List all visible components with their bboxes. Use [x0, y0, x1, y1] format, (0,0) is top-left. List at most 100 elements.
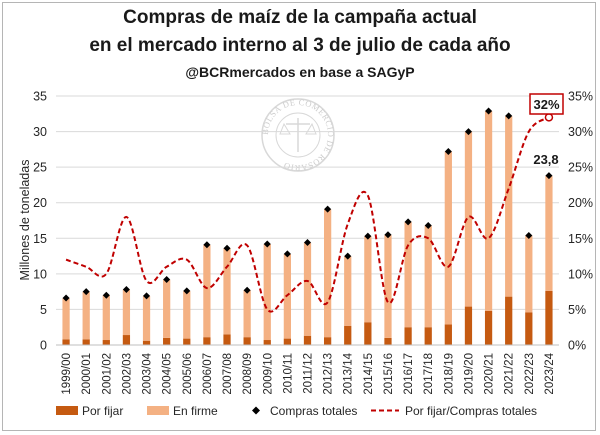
bar-por-fijar: [203, 337, 211, 345]
y-right-tick-label: 35%: [568, 90, 593, 104]
x-tick-label: 2023/24: [544, 352, 556, 394]
x-tick-label: 2018/19: [443, 353, 455, 395]
watermark-seal: BOLSA DE COMERCIO DE ROSARIO: [260, 97, 336, 173]
total-marker: [203, 241, 211, 249]
legend-label-en-firme: En firme: [173, 404, 218, 418]
x-tick-label: 2000/01: [81, 353, 93, 395]
ratio-last-point: [544, 113, 554, 122]
ratio-line: [65, 116, 550, 313]
total-marker: [82, 288, 90, 296]
bar-por-fijar: [545, 290, 553, 345]
y-left-tick-label: 25: [33, 161, 47, 175]
y-left-tick-label: 10: [33, 267, 47, 281]
total-marker: [324, 205, 332, 213]
x-tick-label: 2015/16: [383, 353, 395, 395]
bar-en-firme: [484, 110, 493, 311]
y-right-tick-label: 25%: [568, 161, 593, 175]
total-marker: [143, 292, 151, 300]
total-marker: [545, 172, 553, 180]
legend-label-compras-totales: Compras totales: [270, 404, 357, 418]
bar-en-firme: [203, 244, 211, 338]
x-tick-label: 2007/08: [222, 353, 234, 395]
x-tick-label: 2020/21: [484, 353, 496, 395]
bar-por-fijar: [283, 338, 292, 345]
bar-por-fijar: [344, 325, 352, 345]
x-tick-label: 2001/02: [101, 353, 113, 395]
total-marker: [304, 239, 311, 247]
x-tick-label: 2011/12: [303, 353, 315, 394]
bar-por-fijar: [303, 335, 312, 345]
total-marker: [364, 232, 372, 240]
x-tick-label: 2014/15: [363, 353, 375, 395]
bar-en-firme: [263, 243, 271, 341]
chart-title-line1: Compras de maíz de la campaña actual: [123, 7, 477, 28]
bar-en-firme: [122, 289, 131, 336]
bar-por-fijar: [525, 312, 533, 345]
total-marker: [404, 218, 412, 226]
x-tick-label: 2008/09: [242, 353, 254, 395]
bar-por-fijar: [243, 337, 251, 345]
chart-frame: [2, 2, 596, 431]
bar-por-fijar: [404, 327, 412, 345]
ratio-annotation: 32%: [533, 97, 559, 112]
y-right-tick-label: 30%: [568, 125, 593, 139]
total-marker: [485, 107, 493, 115]
bar-en-firme: [62, 298, 70, 340]
bar-por-fijar: [424, 327, 432, 345]
x-tick-label: 2012/13: [323, 353, 335, 395]
bar-por-fijar: [464, 306, 473, 345]
y-right-tick-label: 5%: [568, 303, 586, 317]
bar-en-firme: [545, 175, 553, 291]
y-left-tick-label: 35: [33, 90, 47, 104]
bar-en-firme: [424, 225, 432, 328]
bar-por-fijar: [163, 337, 171, 345]
total-marker: [183, 287, 191, 295]
x-tick-label: 2004/05: [162, 353, 174, 395]
bar-en-firme: [505, 115, 513, 297]
bar-en-firme: [323, 209, 332, 338]
total-marker: [344, 252, 352, 260]
total-marker: [384, 231, 392, 239]
bar-por-fijar: [364, 322, 372, 345]
bar-en-firme: [183, 290, 191, 339]
total-marker: [283, 250, 291, 258]
bar-por-fijar: [223, 334, 231, 345]
x-tick-label: 2016/17: [403, 353, 415, 395]
x-tick-label: 2021/22: [504, 353, 516, 395]
y-right-tick-label: 0%: [568, 339, 586, 353]
y-left-tick-label: 15: [33, 232, 47, 246]
x-tick-label: 2019/20: [463, 353, 475, 395]
x-tick-label: 2013/14: [343, 352, 355, 394]
bar-en-firme: [303, 242, 312, 336]
total-marker: [525, 231, 533, 239]
legend: Por fijar En firme Compras totales Por fija…: [56, 404, 537, 418]
bar-en-firme: [82, 291, 90, 340]
x-tick-label: 2005/06: [182, 353, 194, 395]
x-tick-label: 2002/03: [121, 353, 133, 395]
legend-label-ratio: Por fijar/Compras totales: [405, 404, 537, 418]
legend-marker-compras-totales: [252, 406, 260, 415]
total-marker: [263, 240, 271, 248]
y-left-tick-label: 5: [40, 303, 47, 317]
total-marker: [102, 291, 110, 299]
bar-por-fijar: [484, 310, 493, 345]
ratio-annotation-box: [529, 93, 564, 115]
bar-en-firme: [102, 295, 110, 341]
y-right-tick-label: 10%: [568, 267, 593, 281]
total-annotation: 23,8: [533, 152, 558, 167]
total-marker: [464, 128, 472, 136]
bar-en-firme: [142, 295, 151, 341]
bar-en-firme: [464, 131, 473, 307]
bar-en-firme: [243, 290, 251, 338]
legend-label-por-fijar: Por fijar: [82, 404, 123, 418]
bar-por-fijar: [142, 340, 151, 345]
total-marker: [243, 286, 251, 294]
bar-en-firme: [444, 151, 452, 325]
y-left-tick-label: 0: [40, 339, 47, 353]
total-marker: [163, 276, 171, 284]
x-tick-label: 2017/18: [423, 353, 435, 395]
x-tick-label: 2003/04: [142, 352, 154, 394]
chart-title-line2: en el mercado interno al 3 de julio de c…: [89, 35, 511, 56]
legend-swatch-por-fijar: [56, 406, 78, 415]
